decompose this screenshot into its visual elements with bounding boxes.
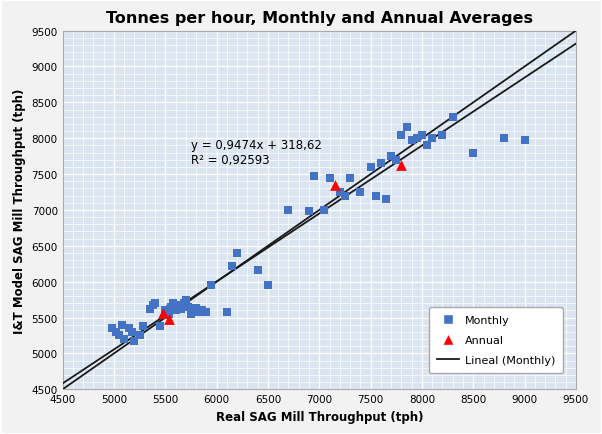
- Monthly: [163, 309, 172, 316]
- Monthly: [324, 175, 334, 182]
- Monthly: [145, 306, 155, 313]
- Monthly: [183, 304, 193, 311]
- Monthly: [356, 189, 365, 196]
- X-axis label: Real SAG Mill Throughput (tph): Real SAG Mill Throughput (tph): [216, 410, 423, 423]
- Monthly: [138, 323, 147, 330]
- Monthly: [169, 300, 178, 307]
- Monthly: [206, 281, 216, 288]
- Monthly: [176, 306, 185, 313]
- Monthly: [181, 296, 191, 303]
- Monthly: [284, 207, 293, 214]
- Monthly: [125, 325, 134, 332]
- Monthly: [397, 132, 406, 139]
- Monthly: [366, 164, 376, 171]
- Monthly: [371, 193, 380, 200]
- Monthly: [232, 250, 242, 257]
- Annual: [397, 163, 406, 170]
- Annual: [164, 316, 174, 323]
- Monthly: [222, 309, 232, 316]
- Text: y = 0,9474x + 318,62
R² = 0,92593: y = 0,9474x + 318,62 R² = 0,92593: [191, 139, 322, 167]
- Monthly: [119, 336, 129, 343]
- Monthly: [320, 207, 329, 214]
- Monthly: [173, 304, 182, 311]
- Monthly: [263, 281, 273, 288]
- Monthly: [197, 307, 207, 314]
- Monthly: [520, 137, 529, 144]
- Monthly: [438, 132, 447, 139]
- Monthly: [164, 311, 174, 318]
- Monthly: [417, 132, 427, 139]
- Monthly: [422, 143, 432, 150]
- Legend: Monthly, Annual, Lineal (Monthly): Monthly, Annual, Lineal (Monthly): [429, 308, 563, 373]
- Monthly: [114, 332, 124, 339]
- Monthly: [111, 329, 121, 335]
- Monthly: [468, 150, 478, 157]
- Monthly: [381, 196, 391, 203]
- Y-axis label: I&T Model SAG Mill Throughput (tph): I&T Model SAG Mill Throughput (tph): [13, 88, 26, 333]
- Title: Tonnes per hour, Monthly and Annual Averages: Tonnes per hour, Monthly and Annual Aver…: [106, 11, 533, 26]
- Monthly: [171, 307, 181, 314]
- Monthly: [167, 304, 176, 311]
- Monthly: [202, 309, 211, 316]
- Monthly: [427, 135, 437, 142]
- Monthly: [166, 306, 175, 313]
- Monthly: [191, 304, 201, 311]
- Monthly: [175, 302, 184, 309]
- Monthly: [376, 161, 386, 168]
- Monthly: [346, 175, 355, 182]
- Monthly: [155, 323, 165, 330]
- Monthly: [340, 193, 350, 200]
- Monthly: [227, 263, 237, 270]
- Monthly: [129, 337, 139, 344]
- Monthly: [407, 137, 417, 144]
- Monthly: [148, 302, 158, 309]
- Monthly: [150, 300, 160, 307]
- Monthly: [161, 307, 170, 314]
- Monthly: [386, 153, 396, 160]
- Monthly: [179, 300, 188, 307]
- Monthly: [186, 311, 196, 318]
- Monthly: [194, 309, 204, 316]
- Monthly: [335, 189, 344, 196]
- Monthly: [128, 329, 137, 335]
- Monthly: [135, 332, 144, 339]
- Monthly: [402, 125, 411, 132]
- Monthly: [499, 135, 509, 142]
- Monthly: [391, 157, 401, 164]
- Monthly: [117, 322, 127, 329]
- Annual: [330, 182, 340, 189]
- Monthly: [448, 114, 458, 121]
- Monthly: [253, 267, 262, 274]
- Monthly: [304, 208, 314, 215]
- Annual: [158, 310, 168, 317]
- Monthly: [309, 173, 319, 180]
- Monthly: [412, 135, 421, 142]
- Monthly: [107, 325, 117, 332]
